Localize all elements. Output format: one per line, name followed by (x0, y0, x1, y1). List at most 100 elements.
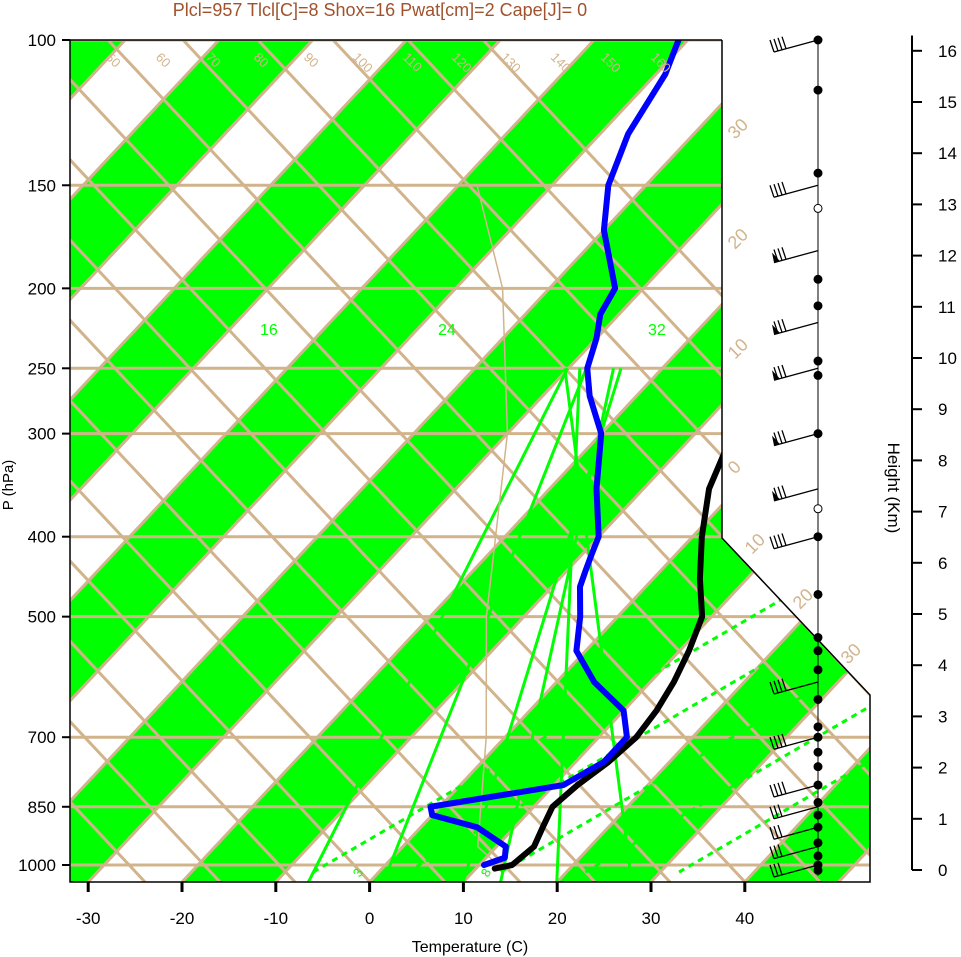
chart-title: Plcl=957 Tlcl[C]=8 Shox=16 Pwat[cm]=2 Ca… (173, 0, 587, 20)
isotherm-line (70, 40, 408, 882)
wind-level-dot (813, 747, 823, 757)
dry-adiabat-line (70, 40, 597, 882)
wind-barb-feather (769, 536, 775, 549)
dry-adiabat-line (70, 40, 870, 882)
wind-barb-feather (777, 365, 783, 379)
wind-barb (773, 321, 819, 336)
wind-barb (773, 432, 819, 447)
wind-barb-feather (769, 864, 775, 878)
wind-barb-feather (781, 533, 787, 546)
wind-barb (773, 249, 819, 264)
wind-barb-feather (781, 781, 787, 794)
wind-barb (773, 806, 819, 820)
wind-barb-feather (777, 734, 783, 748)
isotherm-line (70, 40, 689, 882)
pressure-tick-label: 700 (28, 728, 56, 747)
wind-barb-feather (773, 249, 779, 262)
dry-adiabat-line (70, 40, 747, 882)
moist-adiabat-line (678, 535, 870, 874)
wind-barb-feather (781, 364, 787, 378)
pressure-tick-label: 250 (28, 359, 56, 378)
height-tick-label: 8 (938, 451, 947, 470)
wind-barb-feather (781, 36, 787, 49)
isotherm-label: 20 (724, 225, 752, 253)
wind-barb-feather (773, 535, 779, 548)
wind-barb-feather (773, 432, 779, 445)
wind-barb (773, 845, 819, 860)
moist-adiabat-line (406, 535, 870, 874)
wind-barb-feather (777, 37, 783, 51)
wind-level-dot (813, 810, 823, 820)
mixing-ratio-label: 32 (648, 322, 666, 339)
temperature-tick-label: 0 (365, 909, 374, 928)
wind-level-dot (813, 865, 823, 875)
height-tick-label: 15 (938, 93, 957, 112)
wind-barb-feather (781, 247, 787, 260)
height-tick-label: 11 (938, 298, 956, 317)
pressure-axis-label: P (hPa) (0, 460, 17, 511)
height-tick-label: 1 (938, 810, 947, 829)
wind-barb (773, 864, 819, 878)
dry-adiabat-line (70, 40, 447, 882)
height-tick-label: 6 (938, 554, 947, 573)
mixing-ratio-line (563, 368, 634, 882)
wind-barb-feather (777, 248, 783, 261)
pressure-tick-label: 100 (28, 31, 56, 50)
wind-level-dot (813, 694, 823, 704)
wind-level-dot (813, 722, 823, 732)
wind-barb (773, 184, 819, 198)
wind-barb-feather (769, 39, 775, 53)
dewpoint-line (427, 40, 682, 868)
wind-barb (773, 367, 819, 381)
wind-level-dot (813, 633, 823, 643)
wind-level-dot (813, 203, 823, 213)
wind-barb-feather (777, 679, 783, 692)
pressure-tick-label: 400 (28, 528, 56, 547)
wind-level-dot (813, 504, 823, 514)
wind-barb-feather (773, 783, 779, 797)
isotherm-line (70, 40, 314, 882)
wind-level-dot (813, 356, 823, 366)
dry-adiabat-line (168, 40, 870, 882)
dry-adiabat-line (70, 40, 870, 882)
wind-barb-feather (781, 318, 787, 332)
parcel-path-line (476, 185, 509, 866)
wind-barb-feather (773, 735, 779, 749)
wind-barb-feather (777, 862, 783, 876)
guide-lines (70, 40, 870, 882)
wind-barb (773, 536, 819, 550)
moist-adiabat-line (500, 535, 870, 874)
wind-barb-feather (769, 185, 775, 198)
height-tick-label: 7 (938, 503, 947, 522)
wind-barb-feather (773, 825, 779, 839)
moist-adiabat-line (584, 535, 870, 874)
wind-barb-feather (773, 680, 779, 694)
isotherm-label: 10 (741, 530, 769, 558)
height-tick-label: 9 (938, 400, 947, 419)
pressure-tick-label: 200 (28, 279, 56, 298)
temperature-tick-label: 40 (735, 909, 754, 928)
wind-barb-feather (781, 733, 787, 747)
wind-level-dot (813, 838, 823, 848)
wind-barb (773, 736, 819, 750)
isotherm-label: 10 (724, 335, 752, 363)
wind-barb-feather (773, 845, 779, 858)
wind-level-dot (813, 762, 823, 772)
temperature-tick-label: -20 (170, 909, 195, 928)
wind-level-dot (813, 274, 823, 284)
height-tick-label: 16 (938, 42, 957, 61)
mixing-ratio-label: 24 (438, 322, 456, 339)
wind-level-dot (813, 85, 823, 95)
temperature-tick-label: 10 (454, 909, 473, 928)
wind-barb-feather (773, 863, 779, 877)
wind-level-dot (813, 851, 823, 861)
pressure-tick-label: 300 (28, 425, 56, 444)
isotherm-label: 30 (724, 115, 752, 143)
wind-barb-feather (773, 366, 779, 380)
height-tick-label: 13 (938, 195, 957, 214)
dry-adiabat-line (93, 40, 870, 882)
wind-level-dot (813, 665, 823, 675)
mixing-ratio-label: 12 (190, 322, 208, 339)
height-tick-label: 10 (938, 349, 957, 368)
wind-barb-feather (777, 844, 783, 857)
